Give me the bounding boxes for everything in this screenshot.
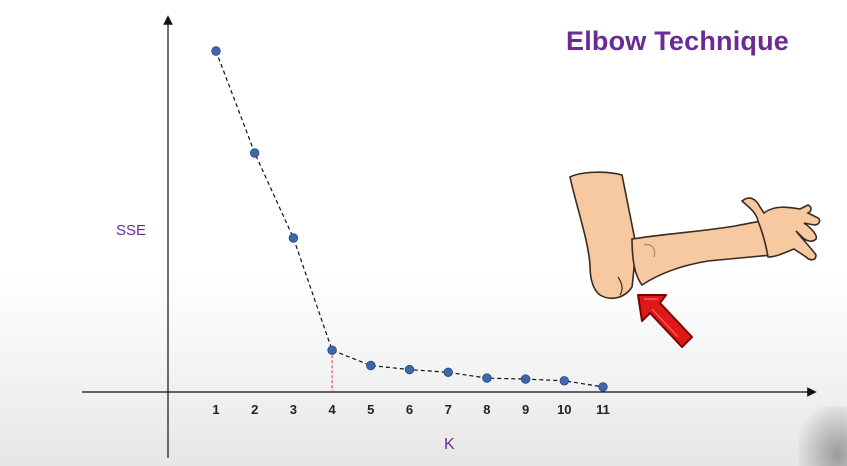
arm-illustration	[569, 171, 821, 348]
x-tick-label-2: 2	[251, 402, 258, 417]
data-point-k11	[598, 382, 608, 392]
series-line-layer	[215, 50, 604, 388]
data-point-k2	[249, 148, 260, 158]
x-tick-label-1: 1	[212, 402, 219, 417]
x-tick-label-10: 10	[557, 402, 571, 417]
data-point-k10	[559, 376, 570, 386]
y-axis-label: SSE	[116, 222, 147, 239]
x-tick-label-3: 3	[290, 402, 297, 417]
red-arrow-icon	[637, 294, 693, 348]
data-point-k4	[327, 345, 337, 355]
x-tick-label-8: 8	[483, 402, 490, 417]
x-tick-label-6: 6	[406, 402, 413, 417]
sse-series-line	[215, 50, 604, 388]
data-point-k7	[443, 367, 453, 378]
forearm	[631, 220, 773, 287]
data-points	[211, 46, 608, 392]
corner-shadow	[799, 406, 847, 466]
upper-arm	[569, 171, 636, 300]
x-tick-label-9: 9	[522, 402, 529, 417]
data-point-k6	[404, 364, 415, 375]
axes	[82, 15, 817, 458]
hand	[740, 197, 821, 261]
x-tick-label-11: 11	[596, 402, 610, 417]
x-tick-label-7: 7	[445, 402, 452, 417]
x-tick-label-4: 4	[328, 402, 336, 417]
x-tick-label-5: 5	[367, 402, 374, 417]
x-tick-labels: 1 2 3 4 5 6 7 8 9 10 11	[212, 402, 609, 417]
data-point-k9	[520, 374, 531, 384]
data-point-k5	[366, 360, 376, 371]
data-point-k3	[288, 233, 299, 243]
data-point-k1	[211, 46, 221, 56]
slide-title: Elbow Technique	[566, 26, 790, 56]
data-point-k8	[482, 373, 492, 383]
x-axis-label: K	[444, 436, 455, 453]
